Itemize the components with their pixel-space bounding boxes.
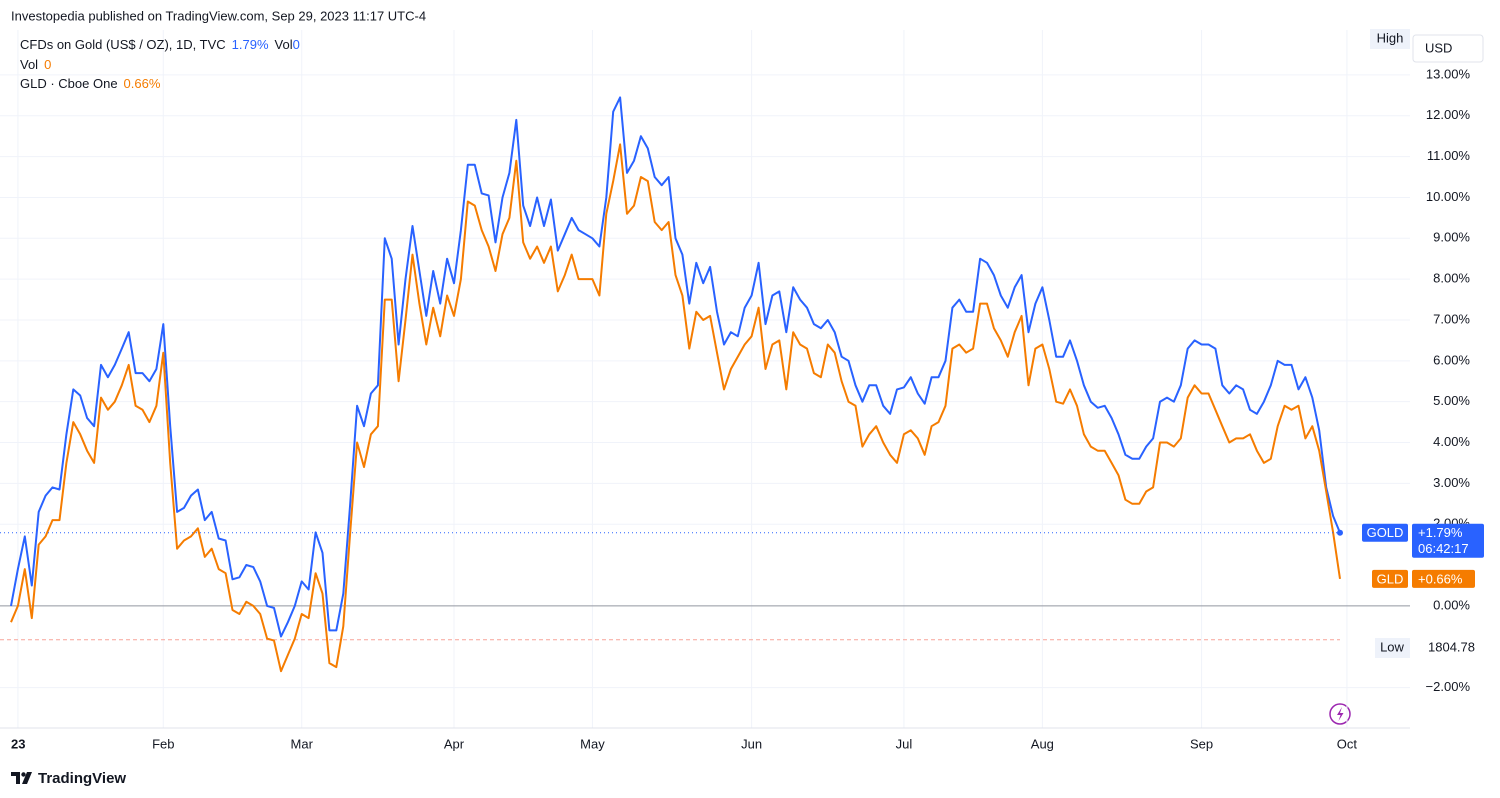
legend-line: GLD · Cboe One 0.66%	[20, 76, 161, 91]
y-tick-label: 11.00%	[1427, 148, 1471, 163]
low-price: 1804.78	[1428, 639, 1475, 654]
badge-name-text: GLD	[1377, 571, 1404, 586]
legend-text: 1.79%	[232, 37, 269, 52]
badge-value	[1412, 569, 1475, 588]
y-tick-label: 10.00%	[1426, 189, 1471, 204]
badge-countdown: 06:42:17	[1418, 541, 1469, 556]
x-tick-label: Jul	[896, 736, 913, 751]
header: Investopedia published on TradingView.co…	[11, 8, 426, 23]
legend-text: Vol	[275, 37, 293, 52]
badge-value-text: +1.79%	[1418, 525, 1463, 540]
x-tick-label: Oct	[1337, 736, 1358, 751]
footer-brand: TradingView	[38, 770, 126, 787]
series-line	[10, 143, 1341, 673]
badge-value	[1412, 523, 1484, 558]
low-label: Low	[1380, 639, 1404, 654]
x-tick-label: May	[580, 736, 605, 751]
badge-value-text: +0.66%	[1418, 571, 1463, 586]
x-tick-label: Mar	[291, 736, 314, 751]
x-tick-label: Aug	[1031, 736, 1054, 751]
badge-name	[1372, 569, 1408, 588]
low-box	[1375, 638, 1410, 658]
high-box	[1370, 29, 1410, 49]
legend-line: CFDs on Gold (US$ / OZ), 1D, TVC 1.79% Vol…	[20, 37, 300, 52]
x-tick-label: Feb	[152, 736, 174, 751]
currency: USD	[1425, 40, 1452, 55]
badge-name	[1362, 523, 1408, 542]
y-tick-label: 8.00%	[1433, 271, 1470, 286]
y-tick-label: 13.00%	[1426, 66, 1471, 81]
legend-line: Vol 0	[20, 57, 51, 72]
y-tick-label: 12.00%	[1426, 107, 1471, 122]
legend-text: Vol	[20, 57, 38, 72]
y-tick-label: 3.00%	[1433, 475, 1470, 490]
y-tick-label: 4.00%	[1433, 434, 1470, 449]
badge-name-text: GOLD	[1367, 525, 1404, 540]
legend-text: GLD · Cboe One	[20, 76, 118, 91]
y-tick-label: 9.00%	[1433, 230, 1470, 245]
legend-text: 0	[44, 57, 51, 72]
x-tick-label: Jun	[741, 736, 762, 751]
last-point	[1337, 529, 1343, 536]
x-tick-label: 23	[11, 736, 25, 751]
y-tick-label: 7.00%	[1433, 311, 1470, 326]
y-tick-label: 0.00%	[1433, 597, 1470, 612]
legend-text: 0	[293, 37, 300, 52]
flash-icon	[1329, 703, 1351, 725]
legend-text: 0.66%	[124, 76, 161, 91]
y-tick-label: 6.00%	[1433, 352, 1470, 367]
x-tick-label: Apr	[444, 736, 465, 751]
y-tick-label: 5.00%	[1433, 393, 1470, 408]
x-tick-label: Sep	[1190, 736, 1213, 751]
footer-logo	[11, 772, 32, 784]
legend-text: CFDs on Gold (US$ / OZ), 1D, TVC	[20, 37, 226, 52]
series-line	[10, 96, 1341, 638]
high-label: High	[1377, 30, 1404, 45]
y-tick-label: −2.00%	[1426, 679, 1471, 694]
currency-box	[1412, 34, 1484, 63]
